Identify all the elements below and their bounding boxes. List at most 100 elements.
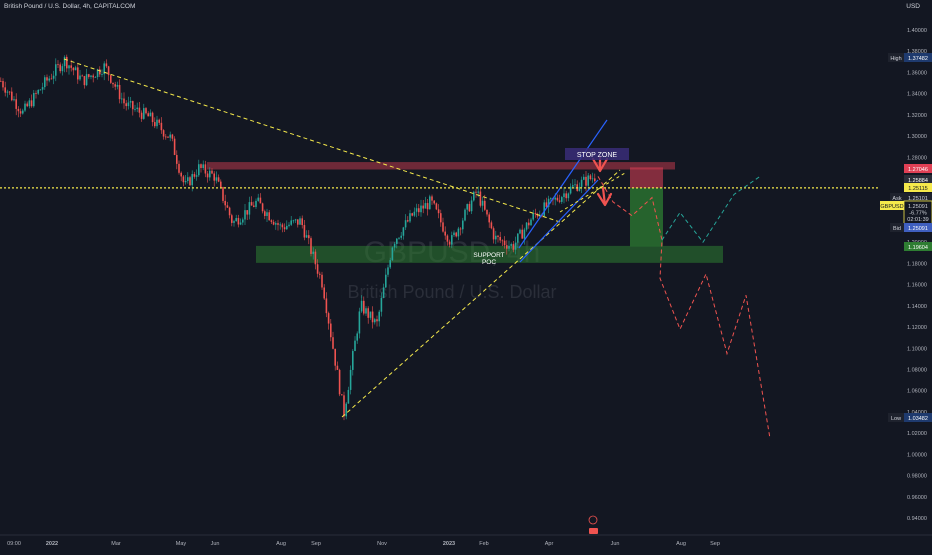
candle-body	[514, 242, 517, 250]
candle-body	[226, 205, 229, 208]
candle-body	[213, 173, 215, 181]
candle-body	[167, 136, 169, 138]
y-tick-label: 1.30000	[907, 134, 927, 140]
candle-body	[257, 197, 259, 201]
candle-body	[176, 154, 178, 164]
candle-body	[187, 177, 189, 181]
candle-body	[189, 177, 191, 186]
descending-trendline[interactable]	[63, 58, 561, 223]
candle-body	[587, 175, 589, 186]
candle-body	[400, 235, 402, 238]
ascending-trendline[interactable]	[341, 169, 621, 418]
candle-body	[536, 214, 539, 217]
candle-body	[404, 220, 407, 228]
candle-body	[61, 66, 64, 72]
candle-body	[290, 220, 292, 225]
candle-body	[488, 214, 490, 223]
candle-body	[545, 202, 548, 207]
low-value: 1.03482	[908, 416, 928, 422]
candle-body	[305, 235, 308, 238]
candle-body	[182, 176, 185, 183]
candle-body	[525, 222, 528, 230]
candle-body	[519, 229, 521, 234]
candle-body	[57, 64, 59, 66]
candle-body	[178, 163, 180, 173]
candle-body	[233, 221, 235, 223]
support-poc-rect[interactable]	[256, 245, 723, 263]
flag-event-icon[interactable]	[589, 528, 598, 534]
candle-body	[33, 93, 35, 107]
channel-mid-line[interactable]	[559, 172, 626, 213]
candle-body	[70, 65, 72, 68]
candle-body	[492, 228, 495, 240]
stop-zone-rect[interactable]	[207, 162, 675, 170]
candle-body	[402, 227, 405, 236]
candle-body	[83, 76, 86, 86]
candle-body	[583, 176, 585, 180]
candle-body	[534, 213, 537, 215]
candle-body	[151, 112, 154, 123]
candle-body	[121, 98, 123, 100]
price-tag-value: 1.25884	[908, 178, 928, 184]
price-tag-stop: 1.27046	[904, 164, 932, 173]
candle-body	[169, 134, 171, 138]
short-position-target[interactable]	[630, 188, 663, 247]
x-tick-label: 2022	[46, 541, 58, 547]
bearish-projection-path[interactable]	[597, 176, 771, 439]
candle-body	[358, 311, 361, 334]
candle-body	[270, 220, 273, 222]
bullish-projection-path[interactable]	[661, 175, 761, 244]
price-tag-value: 1.19604	[908, 245, 928, 251]
candle-body	[345, 403, 347, 417]
candle-body	[407, 220, 409, 222]
candle-body	[569, 186, 572, 194]
candle-body	[550, 198, 552, 199]
y-tick-label: 1.38000	[907, 49, 927, 55]
candle-body	[147, 113, 149, 117]
candle-body	[572, 185, 574, 187]
short-position-risk[interactable]	[630, 167, 663, 189]
candle-body	[272, 221, 275, 225]
candle-body	[283, 227, 286, 230]
candle-body	[37, 90, 39, 94]
y-tick-label: 1.28000	[907, 155, 927, 161]
candle-body	[440, 213, 442, 223]
candle-body	[268, 212, 270, 221]
candle-body	[349, 369, 352, 390]
candle-body	[211, 170, 213, 174]
candle-body	[455, 232, 457, 237]
candle-body	[475, 191, 477, 193]
y-tick-label: 0.96000	[907, 495, 927, 501]
channel-lower-line[interactable]	[519, 179, 599, 263]
candle-body	[123, 98, 125, 104]
candle-body	[281, 224, 284, 228]
event-marker-icon[interactable]	[588, 515, 598, 525]
candle-body	[426, 203, 429, 210]
price-axis-panel[interactable]	[880, 0, 932, 550]
candle-body	[308, 235, 310, 239]
time-axis[interactable]: 09:00 2022 Mar May Jun Aug Sep Nov 2023 Feb Apr Jun…	[7, 541, 720, 547]
symbol-title: British Pound / U.S. Dollar, 4h, CAPITAL…	[4, 3, 136, 10]
candle-body	[464, 209, 466, 221]
candles-group	[0, 54, 596, 421]
price-tag-target: 1.19604	[904, 242, 932, 251]
candle-body	[88, 74, 90, 77]
candle-body	[202, 164, 204, 168]
candle-body	[63, 56, 66, 67]
candle-body	[512, 244, 515, 250]
candle-body	[253, 205, 255, 207]
ask-label: Ask	[892, 196, 901, 202]
candle-body	[453, 232, 455, 236]
candle-body	[446, 235, 449, 242]
candle-body	[46, 77, 48, 81]
candle-body	[495, 235, 497, 240]
candle-body	[129, 101, 132, 103]
candle-body	[28, 100, 31, 107]
candle-body	[180, 172, 182, 177]
candle-body	[74, 67, 77, 71]
channel-upper-line[interactable]	[518, 119, 608, 249]
candle-body	[191, 174, 193, 186]
candle-body	[237, 218, 240, 225]
